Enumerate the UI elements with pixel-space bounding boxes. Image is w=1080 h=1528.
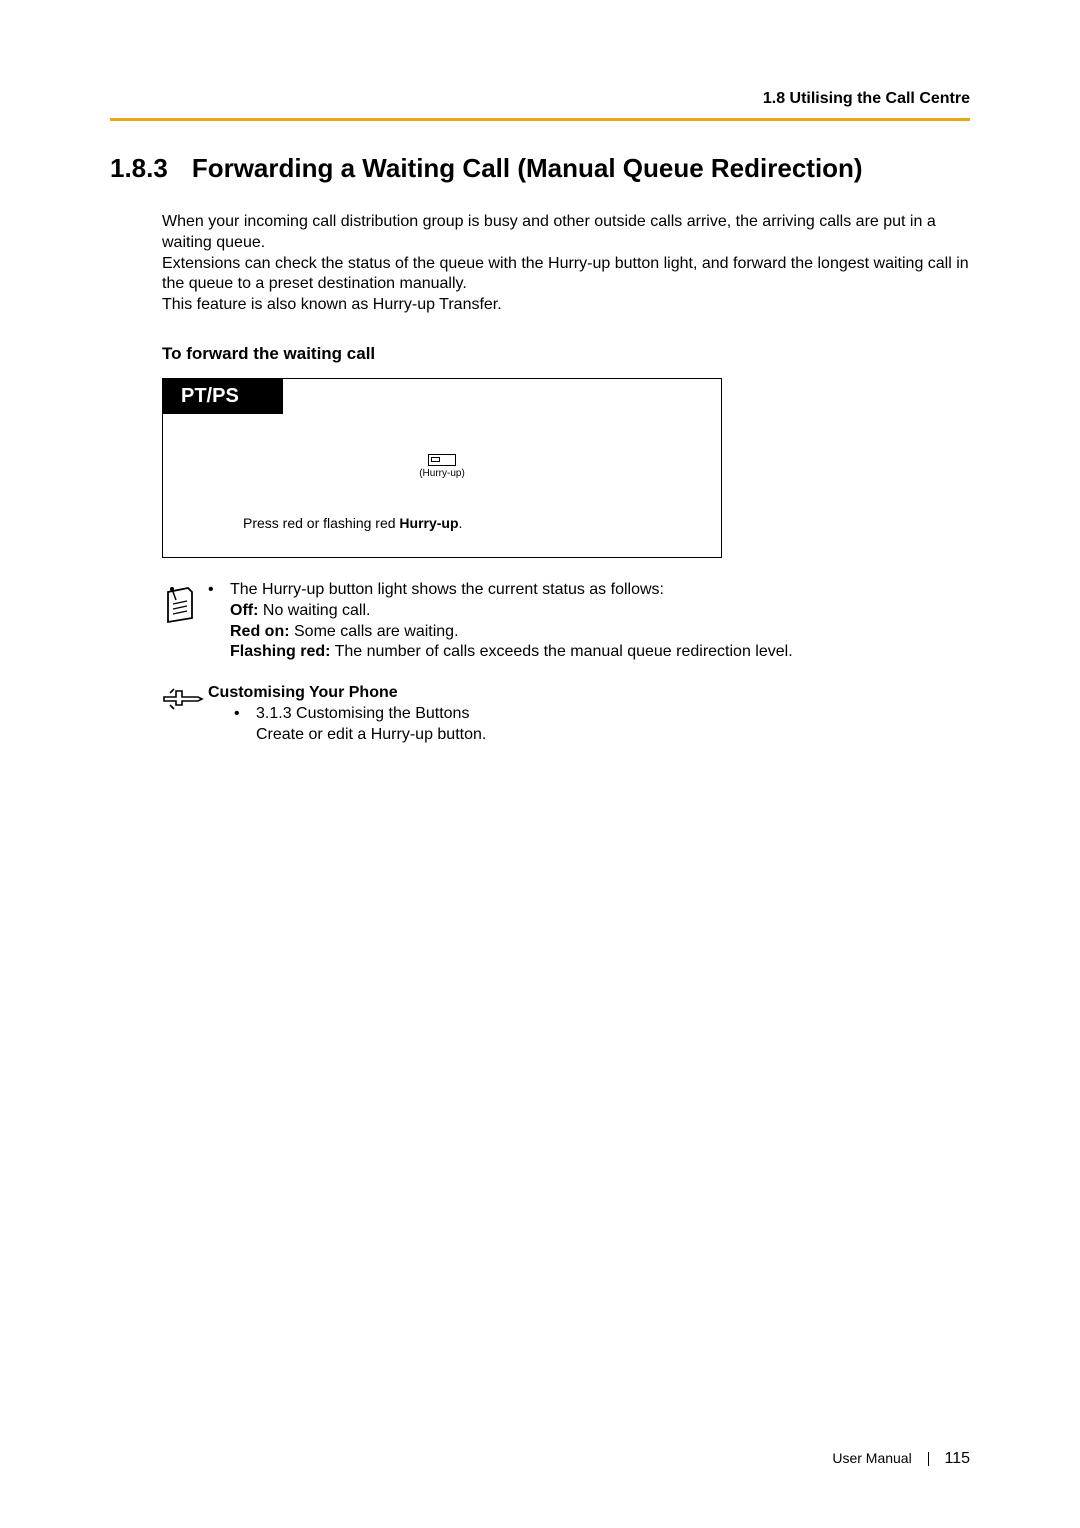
procedure-box: PT/PS (Hurry-up) Press red or flashing r… <box>162 378 722 558</box>
status-flash: Flashing red: The number of calls exceed… <box>230 642 970 663</box>
status-flash-label: Flashing red: <box>230 643 330 660</box>
section-heading: 1.8.3 Forwarding a Waiting Call (Manual Q… <box>110 153 970 184</box>
customise-content: Customising Your Phone 3.1.3 Customising… <box>208 683 970 745</box>
status-off: Off: No waiting call. <box>230 601 970 622</box>
customise-row: Customising Your Phone 3.1.3 Customising… <box>162 683 970 745</box>
procedure-box-body: (Hurry-up) Press red or flashing red Hur… <box>163 414 721 557</box>
header-divider <box>110 118 970 121</box>
customise-item-ref: 3.1.3 Customising the Buttons <box>256 705 469 722</box>
procedure-heading: To forward the waiting call <box>162 344 970 364</box>
procedure-box-label: PT/PS <box>163 379 283 414</box>
intro-p3: This feature is also known as Hurry-up T… <box>162 295 970 316</box>
status-off-text: No waiting call. <box>258 602 370 619</box>
hurry-up-key-label: (Hurry-up) <box>419 468 465 479</box>
notepad-note-content: The Hurry-up button light shows the curr… <box>208 580 970 663</box>
status-redon-label: Red on: <box>230 623 290 640</box>
footer-page-number: 115 <box>944 1450 970 1467</box>
notepad-icon <box>162 580 208 629</box>
status-redon: Red on: Some calls are waiting. <box>230 622 970 643</box>
customise-heading: Customising Your Phone <box>208 683 970 704</box>
status-flash-text: The number of calls exceeds the manual q… <box>330 643 792 660</box>
note-lead: The Hurry-up button light shows the curr… <box>230 581 664 598</box>
intro-p2: Extensions can check the status of the q… <box>162 254 970 296</box>
footer-manual-label: User Manual <box>832 1450 911 1466</box>
status-redon-text: Some calls are waiting. <box>290 623 459 640</box>
status-off-label: Off: <box>230 602 258 619</box>
note-bullet: The Hurry-up button light shows the curr… <box>230 580 970 663</box>
customise-item: 3.1.3 Customising the Buttons Create or … <box>208 704 970 746</box>
notepad-note-row: The Hurry-up button light shows the curr… <box>162 580 970 663</box>
intro-p1: When your incoming call distribution gro… <box>162 212 970 254</box>
instruction-bold: Hurry-up <box>399 515 458 531</box>
page-footer: User Manual 115 <box>832 1450 970 1468</box>
hurry-up-key-icon: (Hurry-up) <box>419 454 465 479</box>
instruction-prefix: Press red or flashing red <box>243 515 399 531</box>
section-title: Forwarding a Waiting Call (Manual Queue … <box>192 153 863 183</box>
procedure-instruction: Press red or flashing red Hurry-up. <box>183 515 701 531</box>
section-number: 1.8.3 <box>110 153 168 183</box>
customise-item-detail: Create or edit a Hurry-up button. <box>256 726 486 743</box>
footer-separator <box>928 1452 929 1466</box>
intro-text: When your incoming call distribution gro… <box>162 212 970 316</box>
section-path: 1.8 Utilising the Call Centre <box>110 90 970 118</box>
pointing-hand-icon <box>162 683 208 716</box>
instruction-suffix: . <box>459 515 463 531</box>
